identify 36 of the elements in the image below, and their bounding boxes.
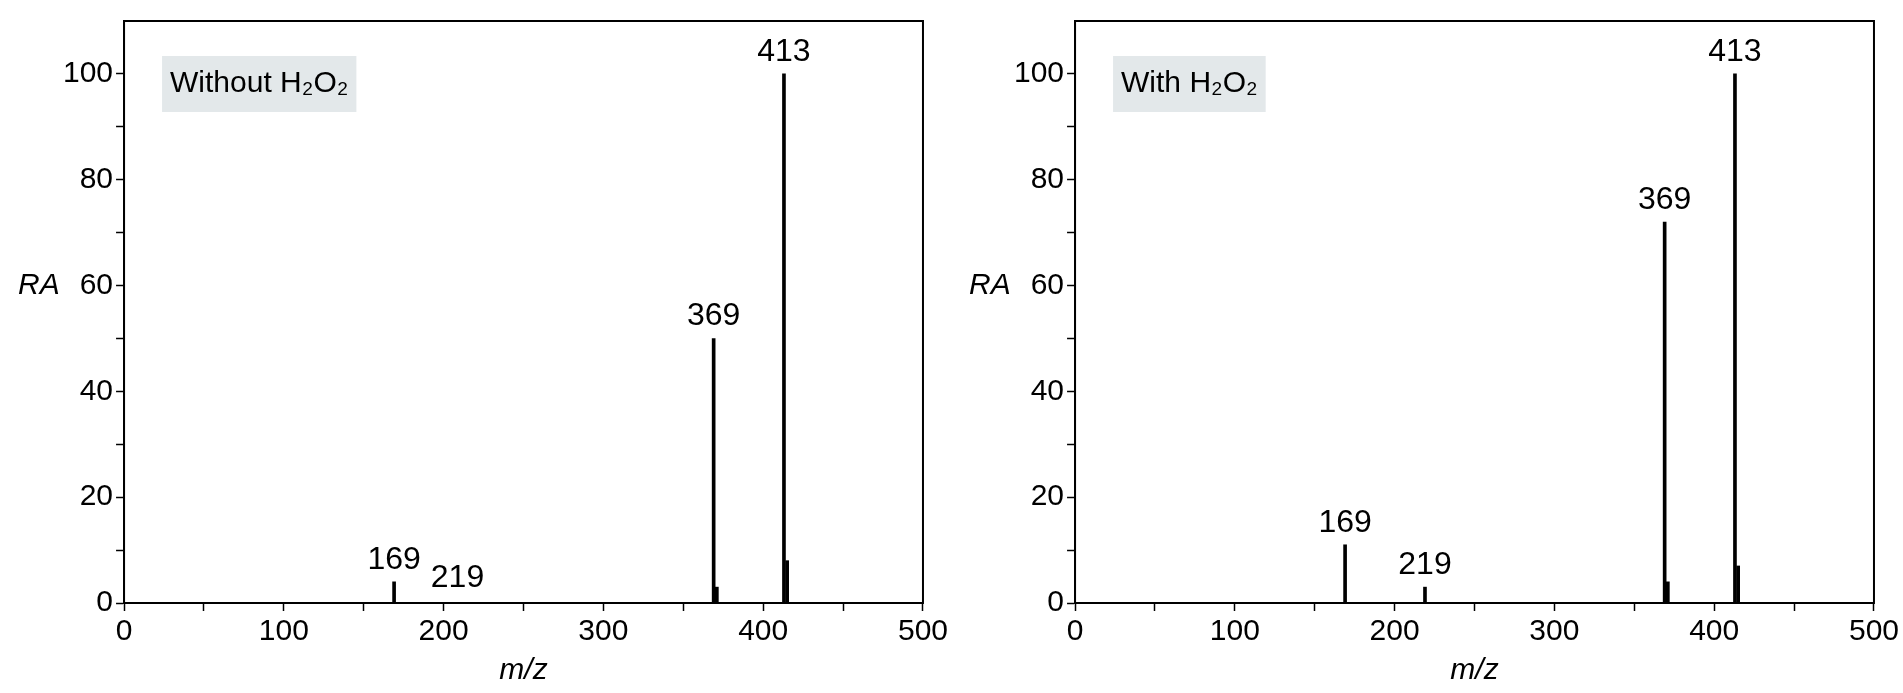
x-tick-label: 500	[1848, 613, 1899, 647]
x-tick-label: 400	[738, 613, 789, 647]
y-tick-label: 40	[79, 372, 114, 406]
x-tick-label: 200	[418, 613, 469, 647]
x-tick-label: 100	[258, 613, 309, 647]
text: Without H₂O₂	[170, 65, 349, 99]
annotation: 413	[757, 31, 811, 68]
annotation: 169	[1318, 502, 1372, 539]
x-tick-label: 100	[1209, 613, 1260, 647]
y-tick-label: 60	[79, 266, 114, 300]
annotation: 369	[686, 296, 741, 333]
x-axis-title: m/z	[499, 652, 548, 686]
y-tick-label: 20	[1030, 478, 1065, 512]
text: With H₂O₂	[1121, 65, 1258, 99]
annotation: 369	[1637, 179, 1692, 216]
annotation: 219	[1398, 544, 1452, 581]
y-tick-label: 100	[62, 55, 114, 89]
y-tick-label: 0	[96, 584, 114, 618]
y-tick-label: 0	[1047, 584, 1065, 618]
y-tick-label: 60	[1030, 266, 1065, 300]
y-axis-title: RA	[18, 266, 60, 300]
y-axis-title: RA	[969, 266, 1011, 300]
y-tick-label: 40	[1030, 372, 1065, 406]
annotation: 169	[367, 539, 421, 576]
y-tick-label: 80	[1030, 160, 1065, 194]
x-axis-title: m/z	[1450, 652, 1499, 686]
x-tick-label: 300	[1529, 613, 1580, 647]
x-tick-label: 400	[1689, 613, 1740, 647]
x-tick-label: 300	[578, 613, 629, 647]
y-tick-label: 80	[79, 160, 114, 194]
y-tick-label: 100	[1013, 55, 1065, 89]
annotation: 413	[1708, 31, 1762, 68]
x-tick-label: 200	[1369, 613, 1420, 647]
x-tick-label: 500	[897, 613, 948, 647]
annotation: 219	[430, 557, 485, 594]
y-tick-label: 20	[79, 478, 114, 512]
